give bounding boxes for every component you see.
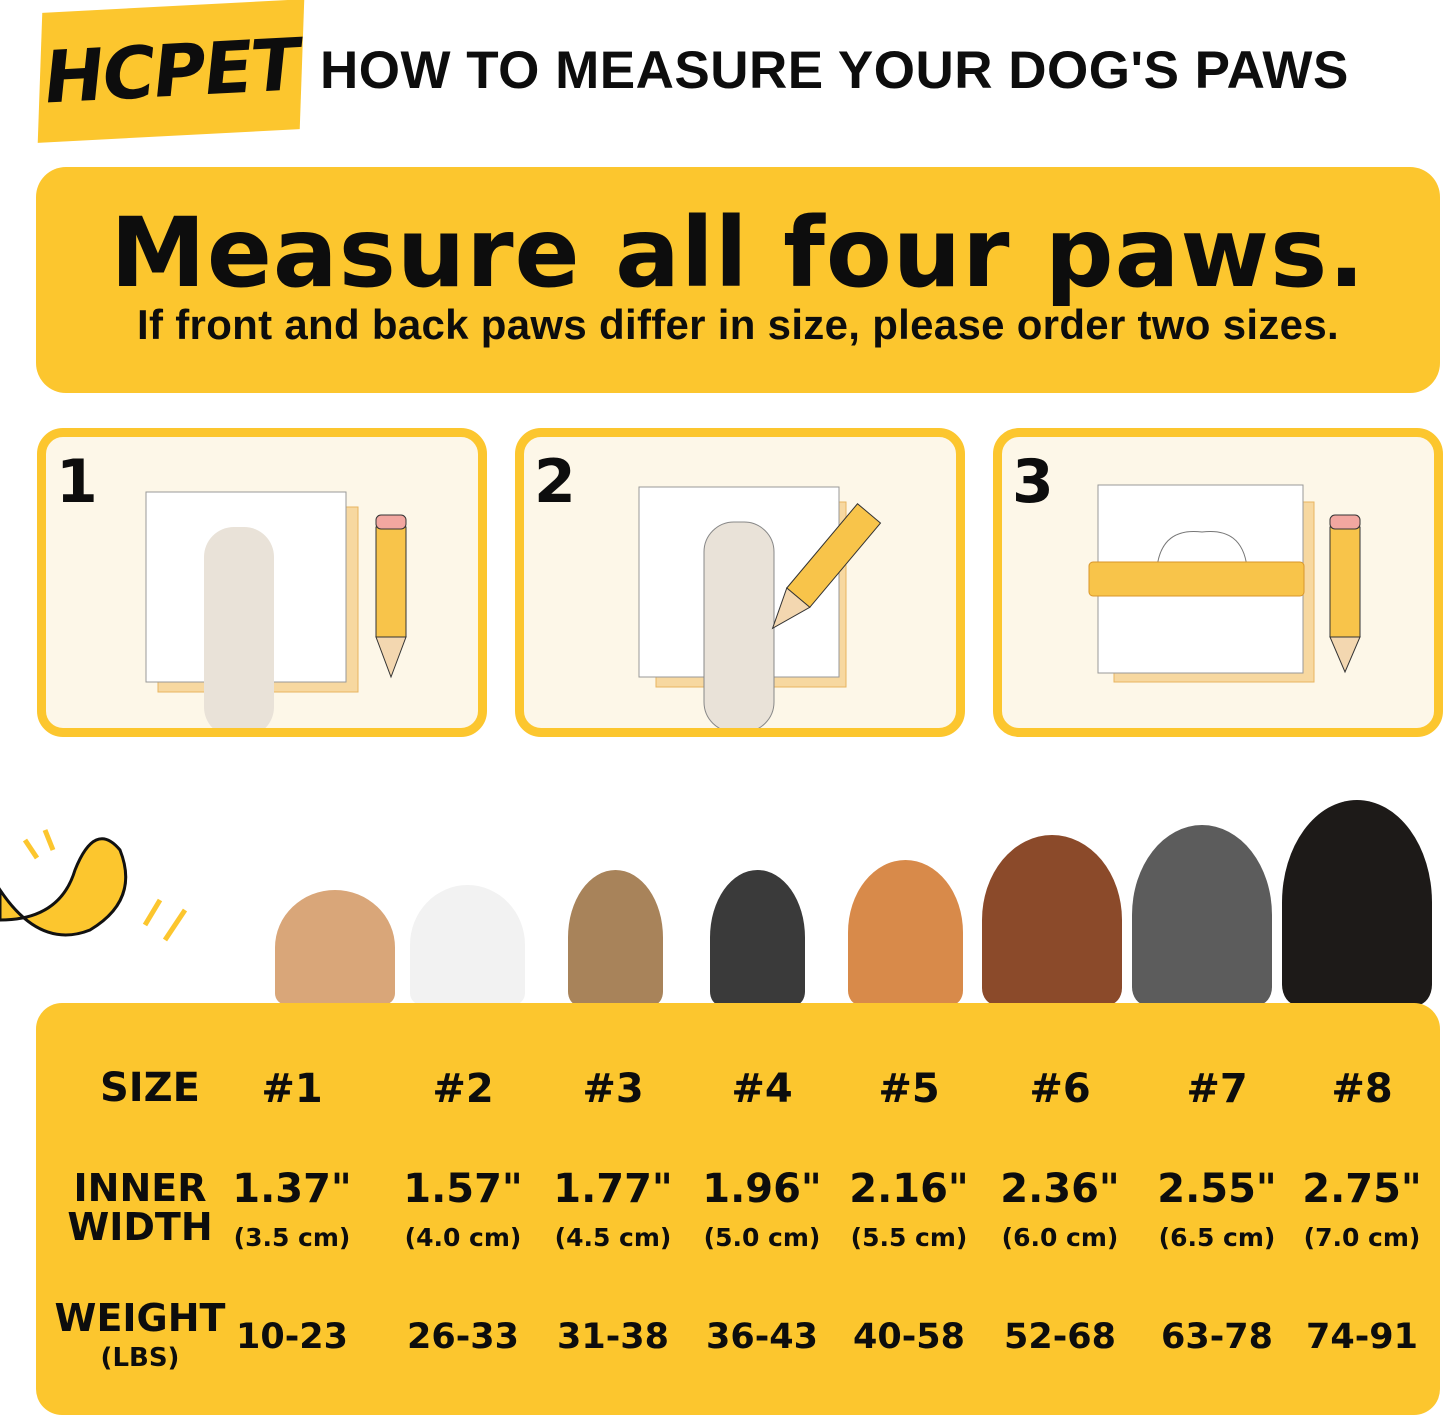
inner-width-cm-cell: (4.5 cm) (554, 1223, 672, 1252)
weight-cell: 10-23 (236, 1317, 348, 1357)
size-cell: #2 (432, 1066, 494, 1112)
weight-cell: 26-33 (407, 1317, 519, 1357)
inner-width-cm-cell: (5.5 cm) (850, 1223, 968, 1252)
step-1-panel: 1 (37, 428, 487, 737)
dog-breeds-row (270, 800, 1440, 1005)
inner-width-cm-cell: (5.0 cm) (703, 1223, 821, 1252)
weight-label: WEIGHT (54, 1296, 226, 1340)
inner-width-inch-cell: 1.37" (232, 1166, 352, 1212)
size-cell: #1 (261, 1066, 323, 1112)
inner-width-cm-cell: (6.5 cm) (1158, 1223, 1276, 1252)
ruler-measure-illustration (1088, 484, 1361, 683)
step-number: 3 (1012, 447, 1054, 517)
dog-image-yorkshire-terrier (568, 870, 663, 1005)
ruler-icon (1088, 561, 1305, 597)
inner-width-inch-cell: 2.55" (1157, 1166, 1277, 1212)
size-cell: #5 (878, 1066, 940, 1112)
inner-width-label-line1: INNER (73, 1166, 207, 1210)
size-chart-table: SIZE INNER WIDTH WEIGHT (LBS) #1 1.37" (3.… (36, 1003, 1440, 1415)
size-cell: #8 (1331, 1066, 1393, 1112)
inner-width-inch-cell: 2.75" (1302, 1166, 1422, 1212)
inner-width-cm-cell: (7.0 cm) (1303, 1223, 1421, 1252)
step-3-panel: 3 (993, 428, 1443, 737)
dog-image-rottweiler (1282, 800, 1432, 1005)
weight-cell: 40-58 (853, 1317, 965, 1357)
weight-cell: 74-91 (1306, 1317, 1418, 1357)
dog-image-australian-shepherd (982, 835, 1122, 1005)
size-cell: #6 (1029, 1066, 1091, 1112)
size-label: SIZE (99, 1065, 201, 1111)
inner-width-inch-cell: 1.57" (403, 1166, 523, 1212)
inner-width-cm-cell: (3.5 cm) (233, 1223, 351, 1252)
decorative-swoosh-icon (0, 829, 188, 942)
dog-image-chihuahua (275, 890, 395, 1005)
step-number: 2 (534, 447, 576, 517)
pencil-icon (1329, 514, 1361, 674)
dog-image-schnauzer (710, 870, 805, 1005)
banner: Measure all four paws. If front and back… (36, 167, 1440, 393)
inner-width-inch-cell: 2.36" (1000, 1166, 1120, 1212)
size-cell: #3 (582, 1066, 644, 1112)
inner-width-label-line2: WIDTH (67, 1205, 213, 1249)
dog-image-husky (1132, 825, 1272, 1005)
headline: HOW TO MEASURE YOUR DOG'S PAWS (320, 41, 1349, 100)
step-2-panel: 2 (515, 428, 965, 737)
weight-cell: 31-38 (557, 1317, 669, 1357)
inner-width-inch-cell: 1.96" (702, 1166, 822, 1212)
dog-image-shiba-inu (848, 860, 963, 1005)
trace-paw-illustration (638, 486, 882, 728)
weight-cell: 63-78 (1161, 1317, 1273, 1357)
weight-cell: 36-43 (706, 1317, 818, 1357)
inner-width-inch-cell: 1.77" (553, 1166, 673, 1212)
dog-image-bichon (410, 885, 525, 1005)
size-cell: #4 (731, 1066, 793, 1112)
banner-subtitle: If front and back paws differ in size, p… (137, 301, 1339, 348)
step-number: 1 (56, 447, 98, 517)
inner-width-cm-cell: (6.0 cm) (1001, 1223, 1119, 1252)
weight-unit-label: (LBS) (100, 1343, 180, 1373)
inner-width-cm-cell: (4.0 cm) (404, 1223, 522, 1252)
weight-cell: 52-68 (1004, 1317, 1116, 1357)
pencil-icon (771, 503, 882, 630)
paw-on-paper-illustration (145, 491, 407, 728)
brand-logo: HCPET (37, 0, 305, 143)
inner-width-inch-cell: 2.16" (849, 1166, 969, 1212)
pencil-icon (375, 514, 407, 679)
size-cell: #7 (1186, 1066, 1248, 1112)
banner-title: Measure all four paws. (110, 197, 1366, 309)
